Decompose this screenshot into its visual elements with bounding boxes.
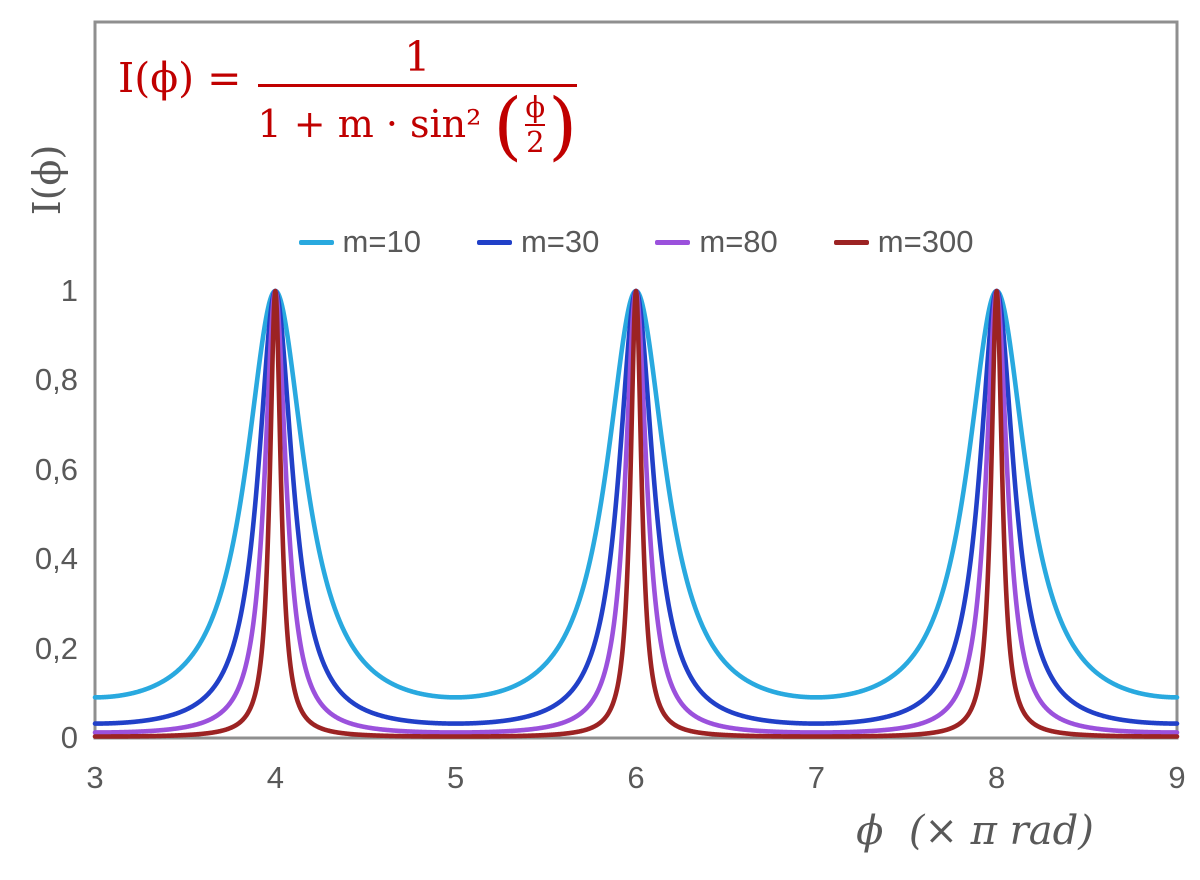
inner-denominator: 2 xyxy=(525,124,546,160)
legend-line-swatch xyxy=(655,239,691,245)
curve-m30 xyxy=(92,288,1180,726)
y-tick-1: 1 xyxy=(60,273,78,308)
y-tick-0,8: 0,8 xyxy=(34,362,78,398)
y-tick-0,4: 0,4 xyxy=(34,541,78,577)
x-tick-3: 3 xyxy=(86,760,104,795)
open-paren: ( xyxy=(493,82,523,169)
legend-line-swatch xyxy=(298,239,334,245)
formula-numerator: 1 xyxy=(404,33,431,81)
legend-label: m=30 xyxy=(520,224,600,259)
y-tick-0,6: 0,6 xyxy=(34,451,78,487)
curve-m80 xyxy=(92,288,1180,735)
x-tick-5: 5 xyxy=(447,760,465,795)
curve-m300 xyxy=(92,288,1180,739)
y-axis-title: I(ϕ) xyxy=(25,144,69,216)
inner-numerator: ϕ xyxy=(525,90,546,125)
legend-label: m=80 xyxy=(699,224,778,259)
plot-frame xyxy=(93,20,1179,740)
close-paren: ) xyxy=(548,82,578,169)
formula-inner-fraction: ϕ 2 xyxy=(525,90,546,160)
x-tick-8: 8 xyxy=(988,760,1006,795)
x-axis-title: ϕ (× π rad) xyxy=(856,808,1094,854)
x-tick-6: 6 xyxy=(627,760,645,795)
x-tick-9: 9 xyxy=(1168,760,1186,795)
x-tick-4: 4 xyxy=(266,760,284,795)
y-tick-0,2: 0,2 xyxy=(34,630,78,666)
x-tick-7: 7 xyxy=(807,760,825,795)
legend-line-swatch xyxy=(476,239,512,245)
legend-line-swatch xyxy=(833,239,869,245)
formula-fraction: 1 1 + m · sin² ( ϕ 2 ) xyxy=(257,33,578,169)
legend-item-m300: m=300 xyxy=(833,224,974,260)
legend-item-m10: m=10 xyxy=(298,224,421,260)
legend: m=10 m=30 m=80 m=300 xyxy=(95,224,1177,260)
y-tick-0: 0 xyxy=(60,720,78,755)
formula-denominator-text: 1 + m · sin² xyxy=(257,102,494,147)
legend-item-m30: m=30 xyxy=(476,224,600,260)
legend-label: m=300 xyxy=(877,224,974,259)
formula-denominator: 1 + m · sin² ( ϕ 2 ) xyxy=(257,82,578,169)
formula-lhs: I(ϕ) = xyxy=(118,53,242,102)
formula: I(ϕ) = 1 1 + m · sin² ( ϕ 2 ) xyxy=(118,33,578,169)
legend-label: m=10 xyxy=(342,224,421,259)
legend-item-m80: m=80 xyxy=(655,224,778,260)
